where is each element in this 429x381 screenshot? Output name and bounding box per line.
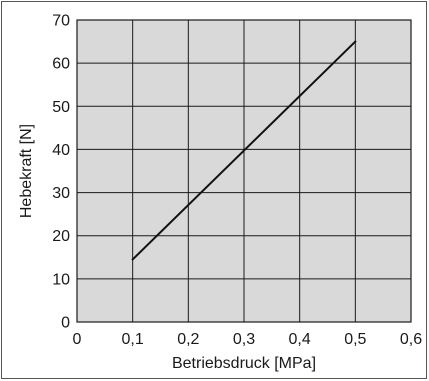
y-tick-label-4: 40 <box>52 142 70 159</box>
x-tick-label-4: 0,4 <box>289 331 311 348</box>
y-tick-label-3: 30 <box>52 185 70 202</box>
y-tick-label-1: 10 <box>52 271 70 288</box>
series-layer <box>131 40 357 261</box>
y-tick-label-5: 50 <box>52 99 70 116</box>
series-line-0 <box>131 40 357 261</box>
horizontal-gridlines <box>77 19 411 323</box>
y-tick-labels: 0 10 20 30 40 50 60 70 <box>52 13 70 332</box>
x-tick-label-0: 0 <box>73 331 82 348</box>
x-tick-label-5: 0,5 <box>344 331 366 348</box>
x-tick-label-1: 0,1 <box>122 331 144 348</box>
x-axis-label: Betriebsdruck [MPa] <box>172 355 316 372</box>
x-tick-label-2: 0,2 <box>177 331 199 348</box>
y-axis-label: Hebekraft [N] <box>18 124 35 218</box>
series-0-point-1 <box>354 40 357 43</box>
x-tick-label-6: 0,6 <box>400 331 422 348</box>
vertical-gridlines <box>76 20 412 322</box>
series-0-point-0 <box>131 258 134 261</box>
y-tick-label-6: 60 <box>52 56 70 73</box>
x-tick-label-3: 0,3 <box>233 331 255 348</box>
y-tick-label-7: 70 <box>52 13 70 30</box>
y-tick-label-2: 20 <box>52 228 70 245</box>
y-tick-label-0: 0 <box>61 315 70 332</box>
x-tick-labels: 0 0,1 0,2 0,3 0,4 0,5 0,6 <box>73 331 423 348</box>
